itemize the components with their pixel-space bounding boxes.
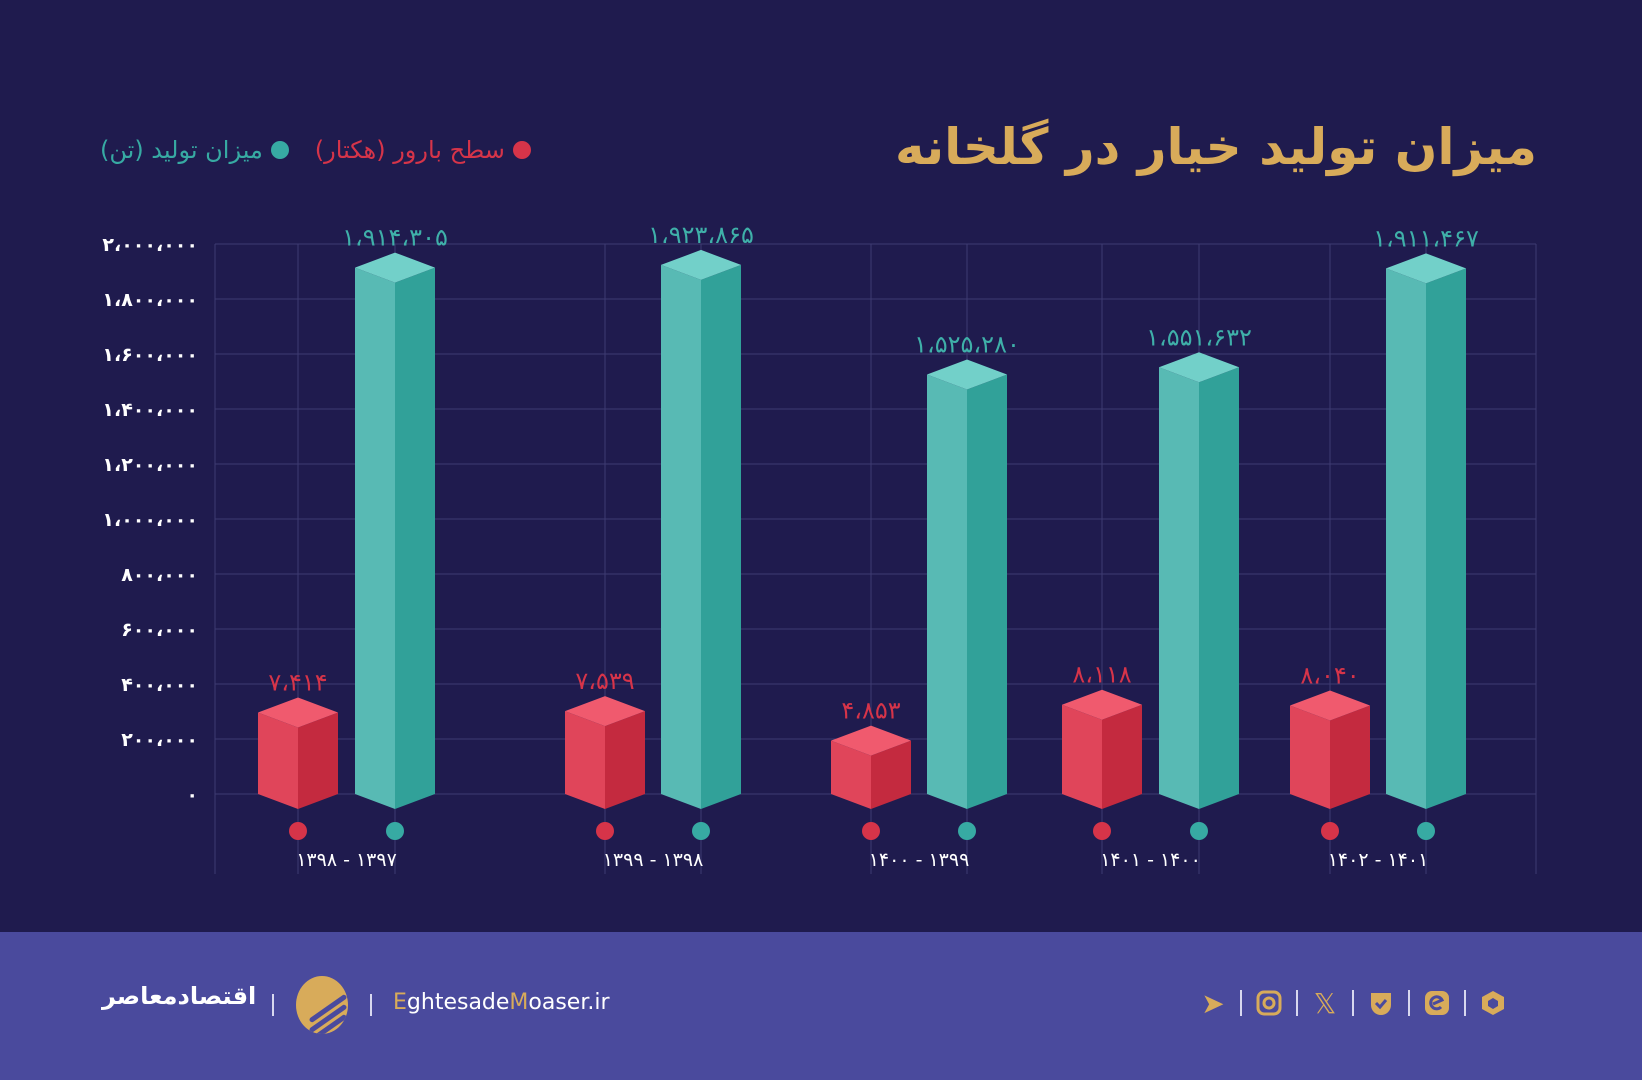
- y-tick-label: ۱،۶۰۰،۰۰۰: [102, 344, 198, 366]
- data-label-production: ۱،۵۲۵،۲۸۰: [914, 331, 1020, 359]
- data-label-area: ۴،۸۵۳: [841, 697, 900, 725]
- bar-area-right-face: [871, 740, 911, 809]
- y-tick-label: ۱،۲۰۰،۰۰۰: [102, 454, 198, 476]
- category-dot-production: [692, 822, 710, 840]
- x-tick-label: ۱۳۹۷ - ۱۳۹۸: [296, 849, 397, 871]
- category-dot-area: [596, 822, 614, 840]
- legend-label-production: میزان تولید (تن): [100, 136, 263, 164]
- data-label-production: ۱،۹۲۳،۸۶۵: [648, 221, 754, 249]
- bar-area-top: [258, 697, 338, 728]
- x-tick-label: ۱۳۹۸ - ۱۳۹۹: [603, 849, 704, 871]
- bar-production-left-face: [355, 267, 395, 809]
- category-dot-production: [386, 822, 404, 840]
- telegram-icon[interactable]: ➤: [1201, 986, 1225, 1020]
- x-tick-label: ۱۴۰۰ - ۱۴۰۱: [1100, 849, 1201, 871]
- footer: اقتصادمعاصر EghtesadeMoaser.ir ➤ 𝕏: [0, 932, 1642, 1080]
- x-tick-label: ۱۴۰۱ - ۱۴۰۲: [1328, 849, 1429, 871]
- category-dot-production: [1417, 822, 1435, 840]
- bar-production-left-face: [661, 264, 701, 809]
- data-label-production: ۱،۹۱۱،۴۶۷: [1373, 224, 1479, 252]
- category-dot-area: [1093, 822, 1111, 840]
- bar-area-top: [565, 696, 645, 727]
- bar-area-left-face: [565, 711, 605, 809]
- bar-production-top: [1159, 352, 1239, 383]
- bale-icon[interactable]: [1364, 986, 1398, 1020]
- bar-area-right-face: [298, 712, 338, 809]
- rubika-icon[interactable]: [1476, 986, 1510, 1020]
- legend-item-area: سطح بارور (هکتار): [315, 136, 531, 164]
- category-dot-production: [958, 822, 976, 840]
- bar-area-right-face: [1330, 705, 1370, 809]
- y-tick-label: ۲،۰۰۰،۰۰۰: [102, 234, 198, 256]
- data-label-area: ۸،۱۱۸: [1072, 661, 1131, 689]
- bar-area-left-face: [831, 740, 871, 809]
- y-tick-label: ۶۰۰،۰۰۰: [121, 619, 198, 641]
- bar-production-right-face: [395, 267, 435, 809]
- bar-production-left-face: [927, 374, 967, 809]
- bar-area-top: [1062, 689, 1142, 720]
- bar-production-top: [661, 249, 741, 280]
- bar-production-right-face: [1426, 268, 1466, 810]
- legend-item-production: میزان تولید (تن): [100, 136, 289, 164]
- legend-dot-area: [512, 141, 531, 159]
- chart: ۰ ۲۰۰،۰۰۰ ۴۰۰،۰۰۰ ۶۰۰،۰۰۰ ۸۰۰،۰۰۰ ۱،۰۰۰،۰۰۰ ۱،…: [102, 221, 1537, 874]
- y-tick-label: ۲۰۰،۰۰۰: [121, 729, 198, 751]
- website-link[interactable]: EghtesadeMoaser.ir: [393, 990, 610, 1015]
- bar-production-left-face: [1386, 268, 1426, 810]
- divider: [272, 994, 274, 1016]
- instagram-icon[interactable]: [1252, 986, 1286, 1020]
- y-tick-label: ۸۰۰،۰۰۰: [121, 564, 198, 586]
- social-icons: ➤ 𝕏: [1196, 986, 1510, 1020]
- y-tick-label: ۰: [186, 784, 198, 806]
- category-dot-area: [862, 822, 880, 840]
- chart-title: میزان تولید خیار در گلخانه: [895, 118, 1537, 176]
- divider: [370, 994, 372, 1016]
- category-dot-area: [289, 822, 307, 840]
- bar-production-top: [1386, 253, 1466, 284]
- bar-area-right-face: [605, 711, 645, 809]
- bar-production-top: [355, 252, 435, 283]
- data-label-area: ۷،۵۳۹: [575, 667, 634, 695]
- bar-production-right-face: [701, 264, 741, 809]
- eitaa-icon[interactable]: [1420, 986, 1454, 1020]
- legend-dot-production: [270, 141, 289, 159]
- bar-area-right-face: [1102, 704, 1142, 809]
- legend-label-area: سطح بارور (هکتار): [314, 136, 505, 164]
- category-dot-production: [1190, 822, 1208, 840]
- data-label-area: ۷،۴۱۴: [268, 668, 327, 696]
- data-label-area: ۸،۰۴۰: [1300, 662, 1359, 690]
- x-icon[interactable]: 𝕏: [1313, 986, 1337, 1020]
- bar-area-left-face: [258, 712, 298, 809]
- bar-area-top: [831, 725, 911, 756]
- category-dot-area: [1321, 822, 1339, 840]
- bar-production-top: [927, 359, 1007, 390]
- x-tick-label: ۱۳۹۹ - ۱۴۰۰: [869, 849, 970, 871]
- y-tick-label: ۱،۴۰۰،۰۰۰: [102, 399, 198, 421]
- y-tick-label: ۱،۸۰۰،۰۰۰: [102, 289, 198, 311]
- data-label-production: ۱،۹۱۴،۳۰۵: [342, 224, 448, 252]
- bar-area-left-face: [1290, 705, 1330, 809]
- legend: میزان تولید (تن) سطح بارور (هکتار): [100, 136, 531, 164]
- bar-area-left-face: [1062, 704, 1102, 809]
- logo-icon: [296, 976, 348, 1034]
- brand-name: اقتصادمعاصر: [102, 982, 257, 1010]
- bar-area-top: [1290, 690, 1370, 721]
- bar-production-right-face: [1199, 367, 1239, 809]
- bar-production-left-face: [1159, 367, 1199, 809]
- data-label-production: ۱،۵۵۱،۶۳۲: [1146, 323, 1252, 351]
- bar-production-right-face: [967, 374, 1007, 809]
- y-tick-label: ۴۰۰،۰۰۰: [121, 674, 198, 696]
- y-tick-label: ۱،۰۰۰،۰۰۰: [102, 509, 198, 531]
